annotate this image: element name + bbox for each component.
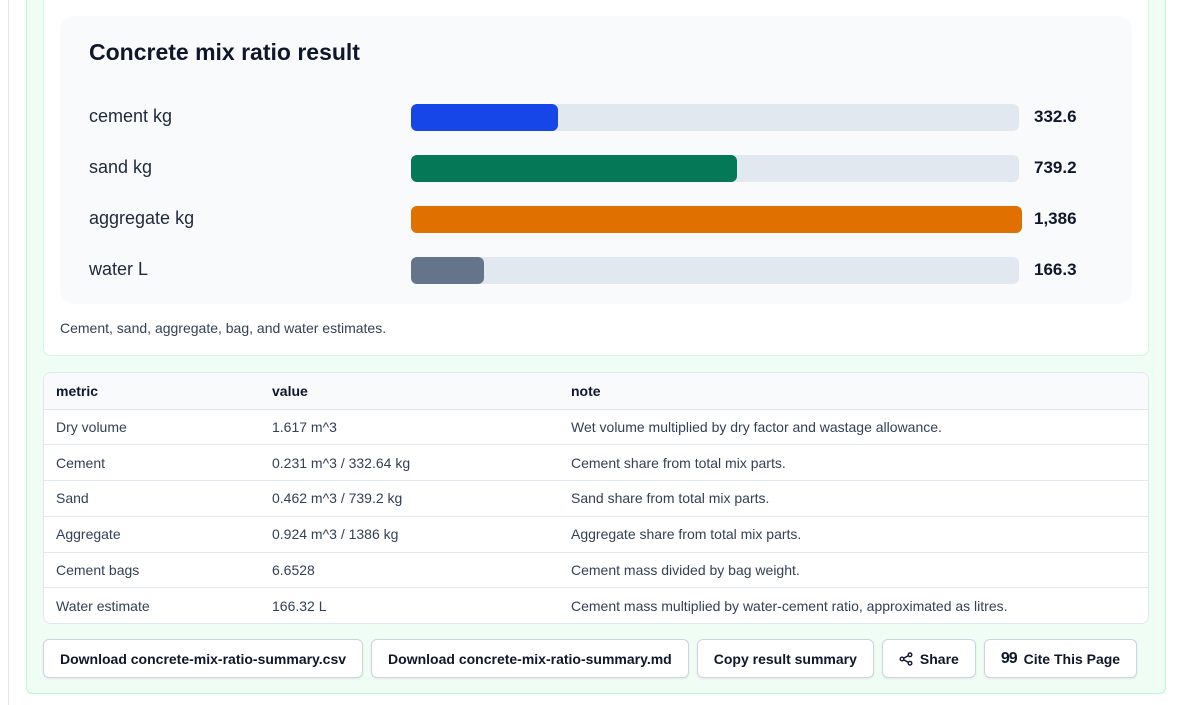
table-cell-metric: Water estimate xyxy=(56,598,150,615)
table-cell-metric: Cement xyxy=(56,454,106,471)
bar-value-label: 1,386 xyxy=(1034,209,1077,228)
table-header-value: value xyxy=(272,382,308,399)
table-cell-value: 166.32 L xyxy=(272,598,327,615)
share-label: Share xyxy=(919,650,959,667)
table-cell-note: Cement mass multiplied by water-cement r… xyxy=(571,598,1008,615)
bar-label: cement kg xyxy=(89,106,173,126)
table-cell-note: Cement share from total mix parts. xyxy=(571,454,786,471)
table-cell-note: Sand share from total mix parts. xyxy=(571,490,770,507)
copy-summary-label: Copy result summary xyxy=(713,650,857,667)
table-cell-metric: Cement bags xyxy=(56,562,140,579)
table-cell-note: Wet volume multiplied by dry factor and … xyxy=(571,418,942,435)
table-cell-value: 6.6528 xyxy=(272,562,315,579)
bar-sand-kg xyxy=(411,155,737,182)
table-cell-note: Aggregate share from total mix parts. xyxy=(571,526,802,543)
share-button[interactable]: Share xyxy=(881,639,976,678)
bar-value-label: 739.2 xyxy=(1034,158,1077,177)
download-md-label: Download concrete-mix-ratio-summary.md xyxy=(388,650,672,667)
bar-value-label: 332.6 xyxy=(1034,107,1077,126)
table-header-metric: metric xyxy=(56,382,99,399)
bar-track xyxy=(411,104,1019,131)
table-row: Water estimate 166.32 L Cement mass mult… xyxy=(44,587,1148,623)
table-cell-value: 1.617 m^3 xyxy=(272,418,337,435)
bar-track xyxy=(411,155,1019,182)
cite-page-button[interactable]: 99 Cite This Page xyxy=(983,639,1138,678)
bar-aggregate-kg xyxy=(411,206,1022,233)
download-csv-label: Download concrete-mix-ratio-summary.csv xyxy=(60,650,347,667)
bar-track xyxy=(411,257,1019,284)
table-cell-value: 0.231 m^3 / 332.64 kg xyxy=(272,454,411,471)
table-row: Cement 0.231 m^3 / 332.64 kg Cement shar… xyxy=(44,444,1148,481)
results-table: metric value note Dry volume 1.617 m^3 W… xyxy=(43,372,1149,624)
table-row: Aggregate 0.924 m^3 / 1386 kg Aggregate … xyxy=(44,516,1148,552)
bar-label: aggregate kg xyxy=(89,208,195,228)
bar-value-label: 166.3 xyxy=(1034,260,1077,279)
table-row: Dry volume 1.617 m^3 Wet volume multipli… xyxy=(44,409,1148,445)
page-left-rule xyxy=(8,0,9,705)
bar-track xyxy=(411,206,1022,233)
table-row: Sand 0.462 m^3 / 739.2 kg Sand share fro… xyxy=(44,480,1148,517)
bar-water-l xyxy=(411,257,485,284)
action-buttons: Download concrete-mix-ratio-summary.csv … xyxy=(43,639,1138,678)
quote-icon: 99 xyxy=(1000,649,1018,667)
bar-cement-kg xyxy=(411,104,558,131)
table-row: Cement bags 6.6528 Cement mass divided b… xyxy=(44,552,1148,588)
copy-summary-button[interactable]: Copy result summary xyxy=(696,639,874,678)
table-cell-value: 0.924 m^3 / 1386 kg xyxy=(272,526,399,543)
share-icon xyxy=(899,651,913,666)
table-cell-metric: Sand xyxy=(56,490,89,507)
chart-title: Concrete mix ratio result xyxy=(89,39,360,65)
bar-label: water L xyxy=(89,259,149,279)
cite-page-label: Cite This Page xyxy=(1023,650,1121,667)
table-header-note: note xyxy=(571,382,601,399)
table-header-row: metric value note xyxy=(44,373,1148,409)
result-caption: Cement, sand, aggregate, bag, and water … xyxy=(60,320,387,336)
bar-label: sand kg xyxy=(89,157,153,177)
download-md-button[interactable]: Download concrete-mix-ratio-summary.md xyxy=(371,639,689,678)
table-cell-metric: Dry volume xyxy=(56,418,127,435)
download-csv-button[interactable]: Download concrete-mix-ratio-summary.csv xyxy=(43,639,364,678)
table-cell-note: Cement mass divided by bag weight. xyxy=(571,562,800,579)
table-cell-value: 0.462 m^3 / 739.2 kg xyxy=(272,490,403,507)
table-cell-metric: Aggregate xyxy=(56,526,121,543)
